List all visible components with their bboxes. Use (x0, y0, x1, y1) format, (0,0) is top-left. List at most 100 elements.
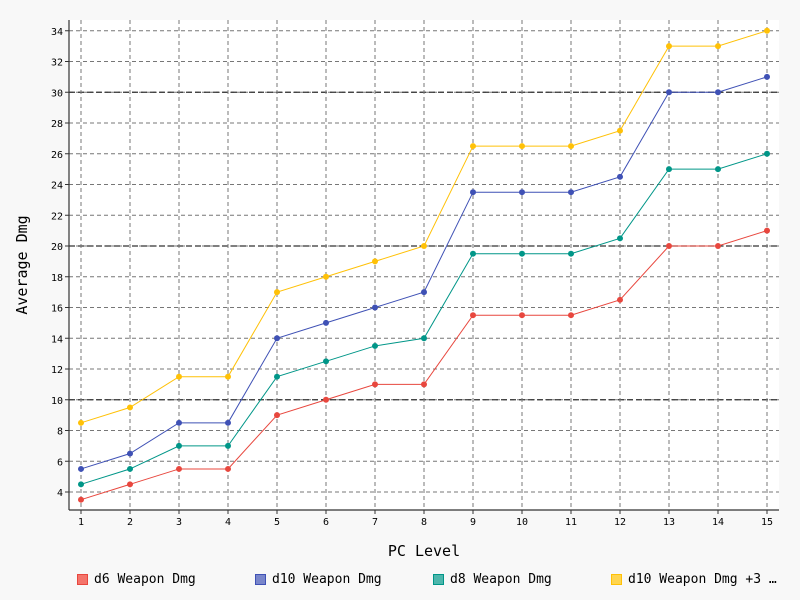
data-point (666, 43, 672, 50)
data-point (519, 250, 525, 257)
data-point (323, 273, 329, 280)
x-tick-label: 7 (372, 517, 378, 528)
data-point (323, 319, 329, 326)
legend-label: d10 Weapon Dmg +3 … (628, 572, 777, 587)
y-tick-label: 34 (51, 27, 63, 38)
data-point (176, 373, 182, 380)
data-point (470, 312, 476, 319)
data-point (764, 73, 770, 80)
x-axis-label: PC Level (388, 542, 460, 560)
data-point (666, 166, 672, 173)
data-point (421, 335, 427, 342)
x-tick-label: 1 (78, 517, 84, 528)
data-point (127, 465, 133, 472)
series-1 (78, 227, 770, 503)
data-point (715, 243, 721, 249)
data-point (78, 496, 84, 503)
legend-item[interactable]: d8 Weapon Dmg (433, 572, 552, 587)
legend-item[interactable]: d10 Weapon Dmg +3 … (611, 572, 777, 587)
data-point (372, 381, 378, 388)
y-tick-label: 4 (57, 488, 63, 499)
legend-label: d8 Weapon Dmg (450, 572, 552, 587)
data-point (372, 258, 378, 265)
legend-item[interactable]: d10 Weapon Dmg (255, 572, 382, 587)
y-tick-label: 6 (57, 457, 63, 468)
x-tick-label: 15 (761, 517, 773, 528)
data-point (715, 89, 721, 96)
y-axis-label: Average Dmg (13, 215, 31, 314)
legend-label: d10 Weapon Dmg (272, 572, 382, 587)
y-tick-label: 14 (51, 334, 63, 345)
y-tick-label: 12 (51, 365, 63, 376)
y-tick-label: 8 (57, 427, 63, 438)
data-point (519, 143, 525, 150)
y-tick-label: 30 (51, 88, 63, 99)
x-tick-label: 10 (516, 517, 528, 528)
data-point (225, 419, 231, 426)
legend-swatch (77, 574, 88, 585)
data-point (274, 335, 280, 342)
y-tick-label: 18 (51, 273, 63, 284)
data-point (617, 173, 623, 180)
series-2 (78, 73, 770, 472)
data-point (470, 143, 476, 150)
data-point (519, 189, 525, 196)
legend-swatch (433, 574, 444, 585)
data-point (176, 465, 182, 472)
y-tick-label: 24 (51, 181, 63, 192)
series-group (78, 27, 770, 503)
data-point (715, 43, 721, 50)
data-point (372, 304, 378, 311)
data-point (666, 243, 672, 249)
data-point (127, 481, 133, 488)
grid (69, 20, 779, 510)
data-point (764, 27, 770, 34)
x-tick-label: 8 (421, 517, 427, 528)
data-point (617, 296, 623, 303)
x-tick-label: 2 (127, 517, 133, 528)
legend-item[interactable]: d6 Weapon Dmg (77, 572, 196, 587)
data-point (421, 243, 427, 249)
y-tick-label: 20 (51, 242, 63, 253)
data-point (323, 358, 329, 365)
data-point (666, 89, 672, 96)
x-tick-label: 6 (323, 517, 329, 528)
y-tick-label: 10 (51, 396, 63, 407)
data-point (715, 166, 721, 173)
data-point (470, 250, 476, 257)
data-point (617, 235, 623, 242)
data-point (274, 289, 280, 296)
data-point (225, 465, 231, 472)
data-point (764, 227, 770, 234)
x-tick-label: 12 (614, 517, 626, 528)
data-point (617, 127, 623, 134)
data-point (568, 189, 574, 196)
data-point (421, 381, 427, 388)
x-tick-label: 4 (225, 517, 231, 528)
data-point (568, 250, 574, 257)
data-point (78, 465, 84, 472)
data-point (225, 373, 231, 380)
data-point (274, 373, 280, 380)
y-tick-label: 22 (51, 211, 63, 222)
data-point (176, 419, 182, 426)
x-tick-label: 13 (663, 517, 675, 528)
y-tick-label: 28 (51, 119, 63, 130)
data-point (78, 419, 84, 426)
x-tick-label: 3 (176, 517, 182, 528)
data-point (764, 150, 770, 157)
data-point (274, 412, 280, 419)
data-point (372, 342, 378, 349)
x-tick-label: 9 (470, 517, 476, 528)
data-point (470, 189, 476, 196)
data-point (127, 450, 133, 457)
data-point (225, 442, 231, 449)
data-point (568, 312, 574, 319)
y-tick-label: 16 (51, 304, 63, 315)
data-point (176, 442, 182, 449)
legend-swatch (255, 574, 266, 585)
series-4 (78, 27, 770, 426)
